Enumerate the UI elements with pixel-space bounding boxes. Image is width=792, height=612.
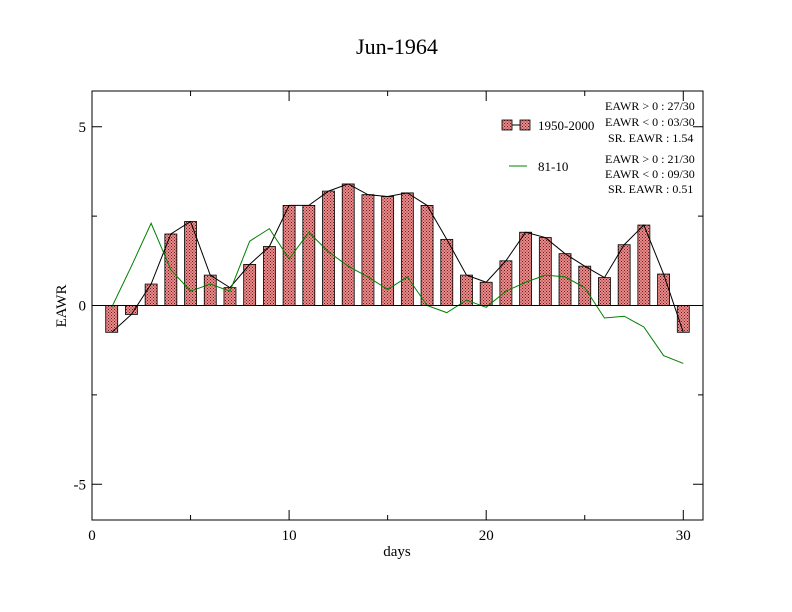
bar-day-10	[282, 204, 296, 306]
stats-1-line-3: SR. EAWR : 1.54	[608, 131, 693, 145]
bar-day-2	[125, 305, 138, 315]
stats-2-line-3: SR. EAWR : 0.51	[608, 182, 693, 196]
lines-layer	[111, 183, 684, 364]
legend-swatch-right	[519, 119, 531, 131]
bar-day-17	[420, 204, 434, 306]
x-axis-label: days	[383, 544, 411, 560]
bar-day-19	[460, 274, 473, 306]
y-tick-label: 5	[79, 120, 87, 136]
bar-day-28	[637, 224, 651, 306]
ticks-layer: 0 10 20 30 -5 0 5	[74, 91, 703, 544]
stats-2-line-2: EAWR < 0 : 09/30	[605, 167, 695, 181]
bar-day-16	[400, 192, 414, 306]
y-tick-label: 0	[79, 299, 87, 315]
bar-day-8	[243, 263, 257, 306]
legend-entry-81-10: 81-10	[509, 159, 568, 174]
stats-1-line-2: EAWR < 0 : 03/30	[605, 115, 695, 129]
legend-label-81-10: 81-10	[538, 159, 568, 174]
series-line-1950-2000	[111, 183, 684, 333]
x-tick-label: 0	[88, 528, 96, 544]
bars-layer	[105, 183, 690, 333]
legend-entry-1950-2000: 1950-2000	[501, 118, 594, 133]
stats-1-line-1: EAWR > 0 : 27/30	[605, 99, 695, 113]
bar-day-27	[617, 244, 631, 306]
legend-label-1950-2000: 1950-2000	[538, 118, 594, 133]
chart-title: Jun-1964	[356, 34, 438, 59]
stats-2-line-1: EAWR > 0 : 21/30	[605, 152, 695, 166]
y-tick-label: -5	[74, 477, 87, 493]
series-line-81-10	[111, 222, 684, 364]
legend-swatch-left	[501, 119, 513, 131]
bar-day-11	[302, 204, 316, 306]
y-axis-label: EAWR	[54, 285, 70, 328]
bar-day-18	[440, 238, 454, 306]
bar-day-13	[341, 183, 355, 306]
bar-day-3	[144, 283, 158, 306]
bar-day-21	[499, 260, 513, 306]
bar-day-9	[262, 246, 276, 306]
x-tick-label: 10	[282, 528, 297, 544]
bar-day-14	[361, 194, 375, 306]
bar-day-20	[479, 281, 493, 306]
bar-day-29	[657, 273, 670, 306]
stats-block-2: EAWR > 0 : 21/30 EAWR < 0 : 09/30 SR. EA…	[605, 152, 695, 196]
bar-day-26	[598, 277, 611, 306]
stats-block-1: EAWR > 0 : 27/30 EAWR < 0 : 03/30 SR. EA…	[605, 99, 695, 145]
x-tick-label: 20	[479, 528, 494, 544]
bar-day-6	[203, 274, 217, 306]
bar-day-22	[519, 231, 533, 306]
x-tick-label: 30	[676, 528, 691, 544]
legend: 1950-2000 81-10	[501, 118, 594, 174]
bar-day-23	[538, 237, 552, 306]
